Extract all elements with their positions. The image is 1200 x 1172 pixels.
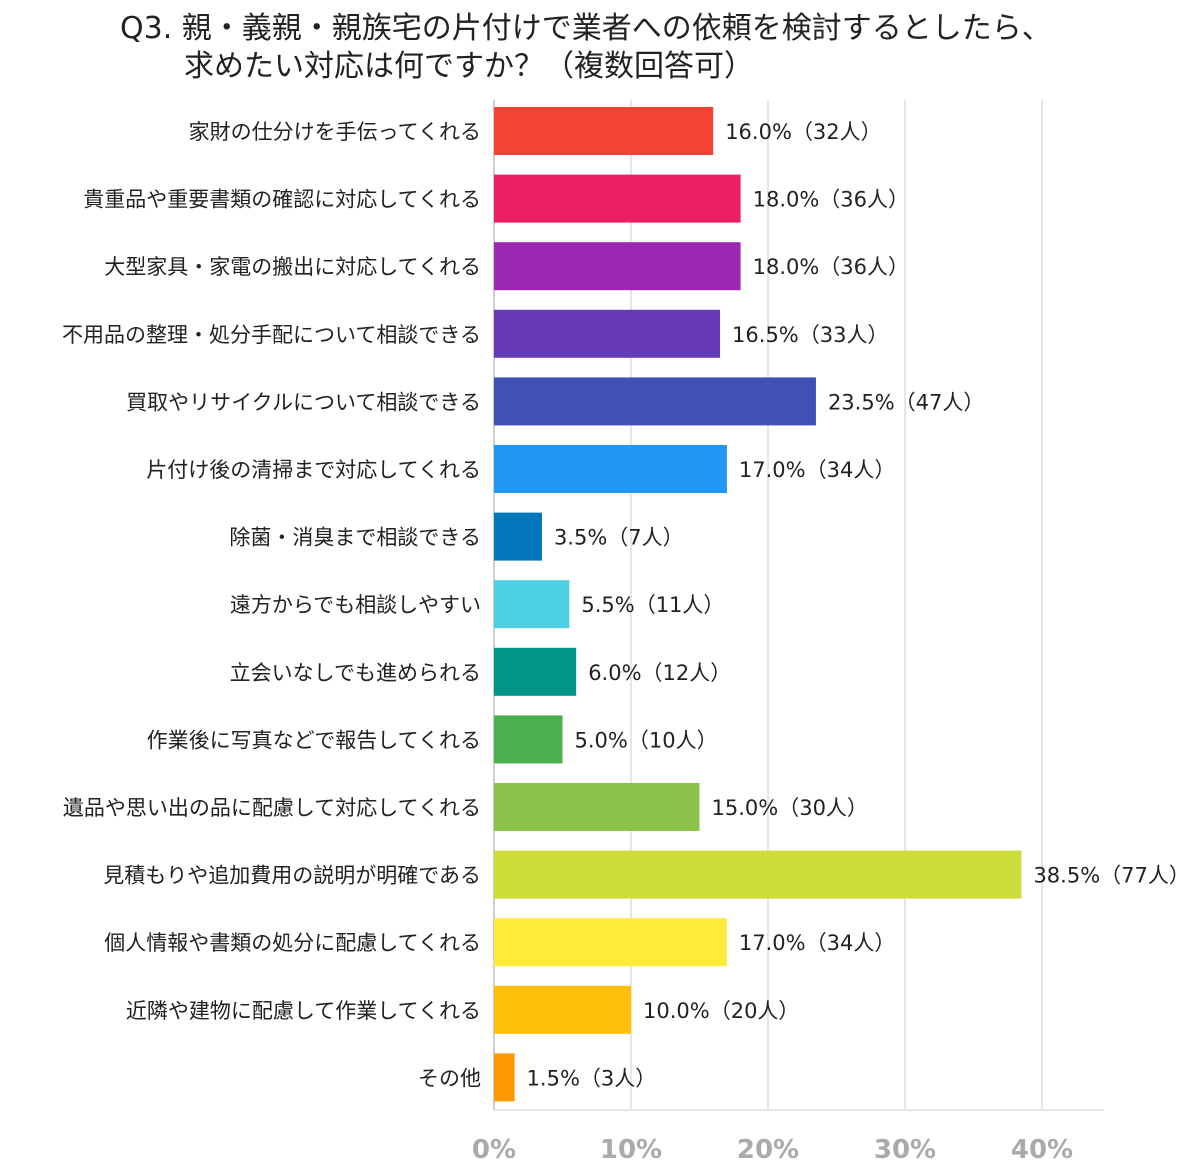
x-tick-label-30: 30% bbox=[874, 1135, 936, 1165]
data-label-13: 17.0%（34人） bbox=[739, 931, 895, 955]
x-tick-label-10: 10% bbox=[600, 1135, 662, 1165]
bar-14 bbox=[494, 985, 631, 1034]
bar-13 bbox=[494, 918, 727, 967]
category-label-15: その他 bbox=[418, 1066, 481, 1090]
bar-4 bbox=[494, 309, 721, 358]
category-label-14: 近隣や建物に配慮して作業してくれる bbox=[126, 999, 481, 1023]
category-label-12: 見積もりや追加費用の説明が明確である bbox=[103, 864, 481, 888]
bar-1 bbox=[494, 107, 714, 155]
data-label-1: 16.0%（32人） bbox=[725, 120, 881, 144]
bar-6 bbox=[494, 445, 727, 493]
bar-3 bbox=[494, 242, 741, 291]
data-label-14: 10.0%（20人） bbox=[643, 999, 799, 1023]
bar-10 bbox=[494, 715, 563, 764]
category-label-5: 買取やリサイクルについて相談できる bbox=[126, 390, 481, 414]
category-label-6: 片付け後の清掃まで対応してくれる bbox=[146, 458, 481, 482]
bar-7 bbox=[494, 512, 542, 561]
category-label-10: 作業後に写真などで報告してくれる bbox=[147, 728, 481, 752]
chart-title-line-1: Q3. 親・義親・親族宅の片付けで業者への依頼を検討するとしたら、 bbox=[120, 11, 1052, 46]
chart-title-line-2: 求めたい対応は何ですか？（複数回答可） bbox=[184, 49, 754, 84]
data-label-7: 3.5%（7人） bbox=[554, 526, 684, 550]
category-label-9: 立会いなしでも進められる bbox=[230, 661, 481, 685]
category-label-2: 貴重品や重要書類の確認に対応してくれる bbox=[83, 188, 481, 212]
x-tick-label-0: 0% bbox=[472, 1135, 516, 1165]
category-label-3: 大型家具・家電の搬出に対応してくれる bbox=[104, 255, 481, 279]
bar-12 bbox=[494, 850, 1022, 899]
data-label-6: 17.0%（34人） bbox=[739, 458, 895, 482]
data-label-11: 15.0%（30人） bbox=[712, 796, 868, 820]
data-label-8: 5.5%（11人） bbox=[581, 593, 724, 617]
bar-11 bbox=[494, 783, 700, 831]
x-tick-label-20: 20% bbox=[737, 1135, 799, 1165]
data-label-12: 38.5%（77人） bbox=[1033, 864, 1189, 888]
x-tick-label-40: 40% bbox=[1011, 1135, 1073, 1165]
category-label-11: 遺品や思い出の品に配慮して対応してくれる bbox=[63, 796, 481, 820]
bar-8 bbox=[494, 580, 570, 629]
data-label-10: 5.0%（10人） bbox=[575, 728, 718, 752]
bar-15 bbox=[494, 1053, 515, 1102]
data-label-4: 16.5%（33人） bbox=[732, 323, 888, 347]
category-label-13: 個人情報や書類の処分に配慮してくれる bbox=[104, 931, 481, 955]
category-label-4: 不用品の整理・処分手配について相談できる bbox=[62, 323, 481, 347]
category-label-7: 除菌・消臭まで相談できる bbox=[229, 526, 481, 550]
category-label-1: 家財の仕分けを手伝ってくれる bbox=[189, 120, 481, 144]
bar-2 bbox=[494, 174, 741, 223]
category-label-8: 遠方からでも相談しやすい bbox=[230, 593, 481, 617]
data-label-2: 18.0%（36人） bbox=[753, 188, 909, 212]
data-label-5: 23.5%（47人） bbox=[828, 390, 984, 414]
data-label-9: 6.0%（12人） bbox=[588, 661, 731, 685]
data-label-3: 18.0%（36人） bbox=[753, 255, 909, 279]
bar-9 bbox=[494, 647, 577, 696]
bar-5 bbox=[494, 377, 816, 426]
data-label-15: 1.5%（3人） bbox=[527, 1066, 657, 1090]
